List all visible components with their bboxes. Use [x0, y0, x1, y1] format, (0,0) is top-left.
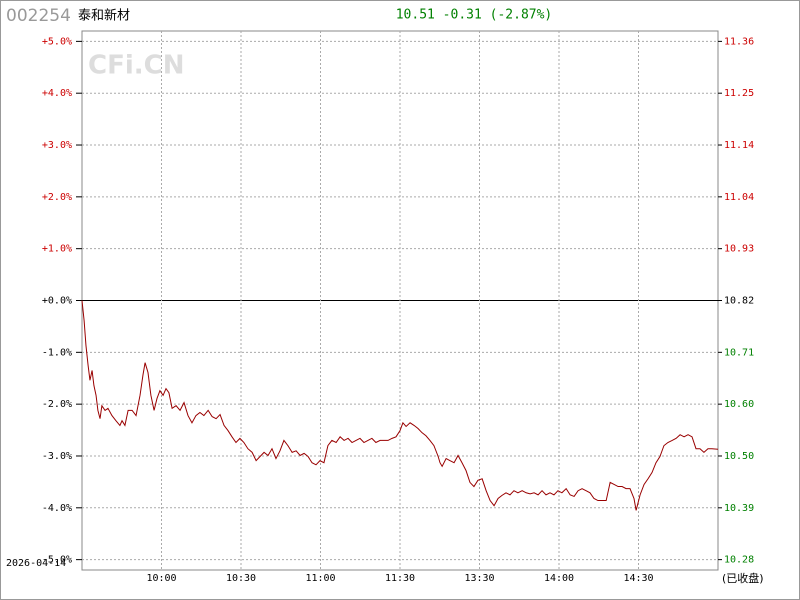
- x-tick-label: 10:00: [146, 573, 176, 584]
- y-tick-label: +3.0%: [42, 140, 72, 151]
- stock-code: 002254: [6, 6, 71, 26]
- price-line: [81, 300, 719, 511]
- watermark: CFi.CN: [88, 51, 184, 81]
- y2-tick-label: 11.36: [724, 36, 754, 47]
- x-tick-label: 13:30: [464, 573, 494, 584]
- y-tick-label: -3.0%: [42, 451, 72, 462]
- x-tick-label: 11:00: [305, 573, 335, 584]
- stock-name: 泰和新材: [78, 8, 130, 24]
- y2-tick-label: 11.14: [724, 140, 754, 151]
- y2-tick-label: 10.50: [724, 451, 754, 462]
- y-tick-label: -4.0%: [42, 503, 72, 514]
- y2-tick-label: 10.71: [724, 347, 754, 358]
- y-tick-label: -2.0%: [42, 399, 72, 410]
- y2-tick-label: 11.04: [724, 192, 754, 203]
- y-tick-label: -1.0%: [42, 347, 72, 358]
- y2-tick-label: 10.28: [724, 555, 754, 566]
- x-tick-label: 14:00: [544, 573, 574, 584]
- date: 2026-04-14: [6, 558, 66, 569]
- y-tick-label: -5.0%: [42, 555, 72, 566]
- y2-tick-label: 10.60: [724, 399, 754, 410]
- y-tick-label: +0.0%: [42, 296, 72, 307]
- y-tick-label: +2.0%: [42, 192, 72, 203]
- x-tick-label: 11:30: [385, 573, 415, 584]
- y-tick-label: +1.0%: [42, 244, 72, 255]
- market-status: (已收盘): [722, 571, 764, 585]
- y2-tick-label: 10.93: [724, 244, 754, 255]
- x-tick-label: 10:30: [226, 573, 256, 584]
- quote: 10.51 -0.31 (-2.87%): [396, 8, 553, 23]
- y2-tick-label: 10.82: [724, 296, 754, 307]
- y2-tick-label: 11.25: [724, 88, 754, 99]
- x-tick-label: 14:30: [623, 573, 653, 584]
- y2-tick-label: 10.39: [724, 503, 754, 514]
- y-tick-label: +4.0%: [42, 88, 72, 99]
- y-tick-label: +5.0%: [42, 36, 72, 47]
